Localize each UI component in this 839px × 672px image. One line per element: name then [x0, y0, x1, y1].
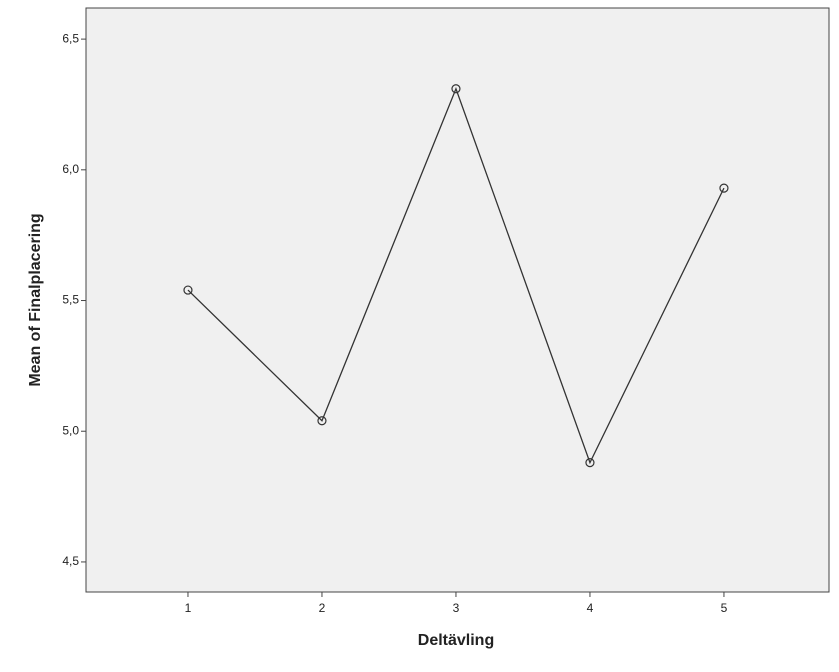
x-tick-label: 4: [587, 601, 594, 615]
y-tick-label: 6,0: [62, 162, 79, 176]
x-tick-label: 3: [453, 601, 460, 615]
x-tick-label: 1: [185, 601, 192, 615]
point: [585, 457, 595, 468]
point: [183, 285, 193, 295]
plot-area: [85, 7, 830, 593]
point: [317, 416, 327, 426]
point: [719, 183, 729, 193]
y-tick-label: 4,5: [62, 554, 79, 568]
y-axis-title: Mean of Finalplacering: [27, 213, 44, 386]
x-tick-label: 5: [721, 601, 728, 615]
x-axis-title: Deltävling: [418, 632, 494, 649]
y-tick-label: 5,5: [62, 293, 79, 307]
y-tick-label: 6,5: [62, 31, 79, 45]
point: [451, 84, 461, 94]
y-tick-label: 5,0: [62, 423, 79, 437]
line: [187, 86, 725, 465]
x-tick-label: 2: [319, 601, 326, 615]
